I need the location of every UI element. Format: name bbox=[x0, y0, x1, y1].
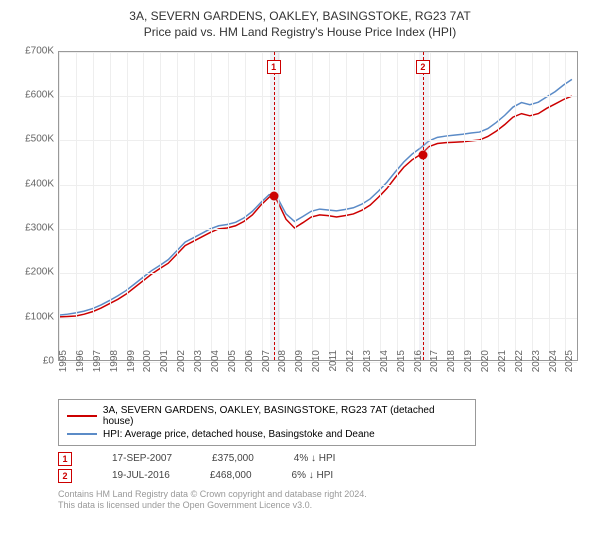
legend-label-property: 3A, SEVERN GARDENS, OAKLEY, BASINGSTOKE,… bbox=[103, 405, 467, 427]
series-line-hpi bbox=[59, 79, 572, 315]
y-axis-label: £700K bbox=[14, 45, 54, 56]
legend-label-hpi: HPI: Average price, detached house, Basi… bbox=[103, 429, 375, 440]
y-axis-label: £500K bbox=[14, 134, 54, 145]
sale-delta-1: 4% ↓ HPI bbox=[294, 453, 336, 464]
sale-point bbox=[418, 150, 427, 159]
y-axis-label: £100K bbox=[14, 311, 54, 322]
sale-row-2: 2 19-JUL-2016 £468,000 6% ↓ HPI bbox=[58, 469, 586, 483]
inline-sale-marker: 2 bbox=[416, 60, 430, 74]
plot-region: 12 bbox=[58, 51, 578, 361]
footer-line-1: Contains HM Land Registry data © Crown c… bbox=[58, 489, 586, 501]
footer-line-2: This data is licensed under the Open Gov… bbox=[58, 500, 586, 512]
sale-marker-1: 1 bbox=[58, 452, 72, 466]
line-svg bbox=[59, 52, 577, 360]
sale-vline bbox=[423, 52, 424, 360]
sale-date-2: 19-JUL-2016 bbox=[112, 470, 170, 481]
sale-price-2: £468,000 bbox=[210, 470, 252, 481]
chart-area: 12 £0£100K£200K£300K£400K£500K£600K£700K… bbox=[14, 43, 586, 393]
sale-price-1: £375,000 bbox=[212, 453, 254, 464]
sale-date-1: 17-SEP-2007 bbox=[112, 453, 172, 464]
chart-title: 3A, SEVERN GARDENS, OAKLEY, BASINGSTOKE,… bbox=[14, 8, 586, 25]
legend-swatch-property bbox=[67, 415, 97, 417]
sale-point bbox=[269, 191, 278, 200]
legend-item-property: 3A, SEVERN GARDENS, OAKLEY, BASINGSTOKE,… bbox=[67, 404, 467, 428]
sale-marker-2: 2 bbox=[58, 469, 72, 483]
inline-sale-marker: 1 bbox=[267, 60, 281, 74]
chart-subtitle: Price paid vs. HM Land Registry's House … bbox=[14, 25, 586, 39]
legend-item-hpi: HPI: Average price, detached house, Basi… bbox=[67, 428, 467, 441]
legend: 3A, SEVERN GARDENS, OAKLEY, BASINGSTOKE,… bbox=[58, 399, 476, 446]
sale-delta-2: 6% ↓ HPI bbox=[292, 470, 334, 481]
footer-attribution: Contains HM Land Registry data © Crown c… bbox=[58, 489, 586, 512]
y-axis-label: £300K bbox=[14, 222, 54, 233]
highlight-band bbox=[270, 52, 280, 360]
y-axis-label: £600K bbox=[14, 90, 54, 101]
legend-swatch-hpi bbox=[67, 433, 97, 435]
y-axis-label: £400K bbox=[14, 178, 54, 189]
x-axis-label: 2025 bbox=[564, 350, 592, 380]
y-axis-label: £0 bbox=[14, 355, 54, 366]
sale-vline bbox=[274, 52, 275, 360]
y-axis-label: £200K bbox=[14, 267, 54, 278]
sale-row-1: 1 17-SEP-2007 £375,000 4% ↓ HPI bbox=[58, 452, 586, 466]
